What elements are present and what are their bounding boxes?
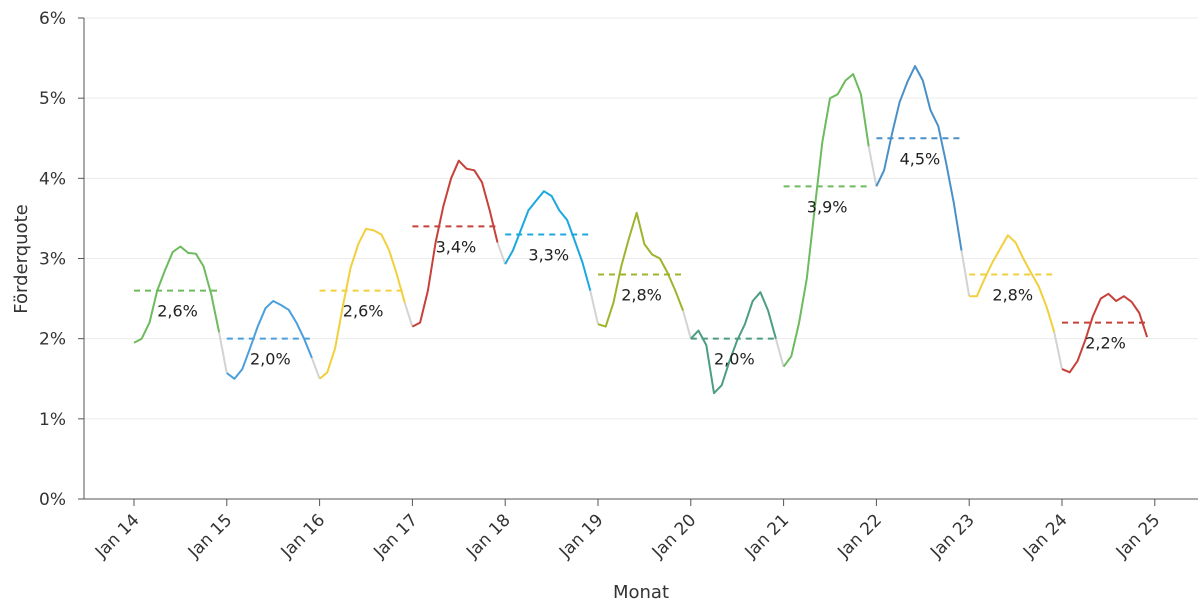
year-connector — [960, 250, 971, 297]
series-line-2020 — [690, 291, 777, 395]
y-tick-label: 4% — [39, 169, 66, 189]
average-label-2016: 2,6% — [343, 302, 384, 321]
series-line-2023 — [969, 234, 1056, 333]
x-tick-label: Jan 15 — [184, 510, 237, 563]
average-lines: 2,6% 2,0% 2,6% 3,4% 3,3% 2,8% 2,0% 3,9% 4,5% 2,8%… — [134, 137, 1150, 369]
average-label-2017: 3,4% — [436, 237, 477, 256]
average-label-2021: 3,9% — [807, 197, 848, 216]
average-label-2023: 2,8% — [992, 286, 1033, 305]
year-connector — [774, 338, 785, 367]
y-tick-label: 6% — [39, 9, 66, 29]
series-line-2021 — [782, 73, 870, 368]
x-tick-label: Jan 21 — [741, 510, 794, 563]
average-label-2022: 4,5% — [900, 149, 941, 168]
series-lines — [133, 65, 1149, 395]
x-tick-label: Jan 17 — [369, 510, 422, 563]
series-line-2014 — [133, 245, 221, 344]
year-connector — [1053, 332, 1063, 370]
series-line-2016 — [318, 227, 406, 380]
series-line-2015 — [226, 300, 313, 380]
x-tick-label: Jan 18 — [462, 510, 515, 563]
x-axis-title: Monat — [613, 582, 669, 603]
x-tick-label: Jan 25 — [1112, 510, 1165, 563]
series-line-2024 — [1061, 292, 1149, 374]
x-tick-label: Jan 20 — [648, 510, 701, 563]
gridlines — [84, 17, 1198, 420]
average-label-2014: 2,6% — [157, 302, 198, 321]
average-label-2018: 3,3% — [528, 245, 569, 264]
year-connector — [682, 310, 692, 339]
y-tick-labels: 0% 1% 2% 3% 4% 5% 6% — [39, 9, 66, 510]
x-tick-label: Jan 22 — [833, 510, 886, 563]
year-connectors — [218, 146, 1063, 380]
y-tick-label: 1% — [39, 410, 66, 430]
series-line-2019 — [597, 211, 685, 328]
average-label-2019: 2,8% — [621, 286, 662, 305]
year-connector — [496, 242, 507, 265]
series-line-2022 — [875, 65, 963, 251]
year-connector — [310, 357, 321, 380]
x-tick-labels: Jan 14 Jan 15 Jan 16 Jan 17 Jan 18 Jan 19 Jan … — [91, 510, 1164, 563]
y-tick-label: 2% — [39, 330, 66, 350]
y-tick-label: 0% — [39, 490, 66, 510]
series-line-2017 — [411, 159, 499, 328]
average-label-2015: 2,0% — [250, 350, 291, 369]
average-label-2024: 2,2% — [1085, 334, 1126, 353]
x-tick-label: Jan 19 — [555, 510, 608, 563]
year-connector — [867, 146, 878, 187]
axes — [78, 17, 1198, 506]
y-axis-title: Förderquote — [11, 204, 32, 313]
series-line-2018 — [504, 190, 592, 291]
x-tick-label: Jan 24 — [1019, 510, 1072, 563]
x-tick-label: Jan 16 — [277, 510, 330, 563]
year-connector — [218, 332, 228, 374]
year-connector — [589, 290, 599, 325]
x-tick-label: Jan 14 — [91, 510, 144, 563]
year-connector — [403, 302, 414, 327]
y-tick-label: 3% — [39, 250, 66, 270]
average-label-2020: 2,0% — [714, 350, 755, 369]
x-tick-label: Jan 23 — [926, 510, 979, 563]
y-tick-label: 5% — [39, 89, 66, 109]
